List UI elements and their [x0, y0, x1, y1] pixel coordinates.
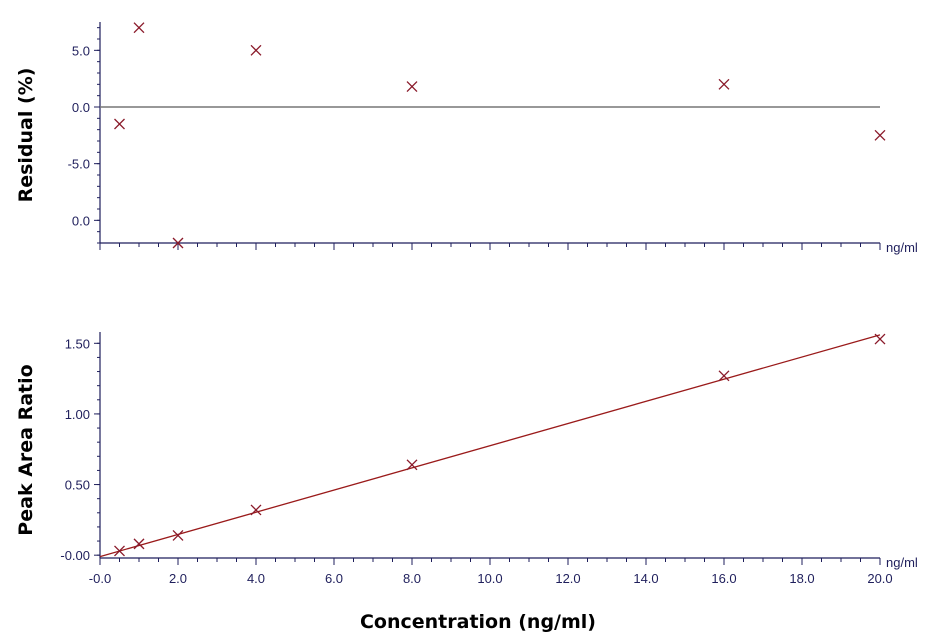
- data-point-marker: [133, 22, 145, 34]
- x-tick-label: 16.0: [711, 571, 736, 586]
- y-tick-label: -0.00: [60, 548, 90, 563]
- x-tick-label: 4.0: [247, 571, 265, 586]
- calibration-x-axis-title: Concentration (ng/ml): [360, 611, 596, 633]
- data-point-marker: [250, 504, 262, 516]
- data-point-marker: [406, 459, 418, 471]
- calibration-fit-line: [99, 334, 881, 558]
- y-tick-label: 1.50: [65, 336, 90, 351]
- data-point-marker: [406, 81, 418, 93]
- x-tick-label: -0.0: [89, 571, 111, 586]
- residual-y-ticks: 5.0 0.0 -5.0 0.0: [68, 27, 100, 244]
- calibration-points: [114, 333, 886, 557]
- x-tick-label: 8.0: [403, 571, 421, 586]
- data-point-marker: [718, 370, 730, 382]
- data-point-marker: [874, 129, 886, 141]
- data-point-marker: [874, 333, 886, 345]
- x-tick-label: 10.0: [477, 571, 502, 586]
- x-tick-label: 18.0: [789, 571, 814, 586]
- calibration-panel: -0.0 2.0 4.0 6.0 8.0 10.0 12.0 14.0 16.0 18.0 20.0…: [15, 332, 918, 633]
- residual-points: [114, 22, 886, 249]
- x-tick-label: 20.0: [867, 571, 892, 586]
- data-point-marker: [133, 538, 145, 550]
- residual-x-ticks: [99, 243, 881, 250]
- calibration-y-ticks: -0.00 0.50 1.00 1.50: [60, 336, 100, 563]
- data-point-marker: [114, 545, 125, 557]
- y-tick-label: -5.0: [68, 157, 90, 172]
- calibration-x-ticks: -0.0 2.0 4.0 6.0 8.0 10.0 12.0 14.0 16.0 18.0 20.0: [89, 558, 893, 586]
- y-tick-label: 1.00: [65, 407, 90, 422]
- calibration-x-unit-label: ng/ml: [886, 555, 918, 570]
- x-tick-label: 14.0: [633, 571, 658, 586]
- residual-panel: 5.0 0.0 -5.0 0.0 ng/ml Residual (%): [15, 22, 918, 255]
- calibration-y-axis-title: Peak Area Ratio: [15, 364, 37, 535]
- residual-y-axis-title: Residual (%): [15, 68, 37, 203]
- y-tick-label: 0.50: [65, 478, 90, 493]
- data-point-marker: [172, 237, 184, 249]
- data-point-marker: [172, 529, 184, 541]
- data-point-marker: [718, 78, 730, 90]
- x-tick-label: 12.0: [555, 571, 580, 586]
- x-tick-label: 6.0: [325, 571, 343, 586]
- y-tick-label: 0.0: [72, 213, 90, 228]
- y-tick-label: 0.0: [72, 100, 90, 115]
- y-tick-label: 5.0: [72, 43, 90, 58]
- data-point-marker: [114, 118, 125, 130]
- data-point-marker: [250, 44, 262, 56]
- x-tick-label: 2.0: [169, 571, 187, 586]
- residual-x-unit-label: ng/ml: [886, 240, 918, 255]
